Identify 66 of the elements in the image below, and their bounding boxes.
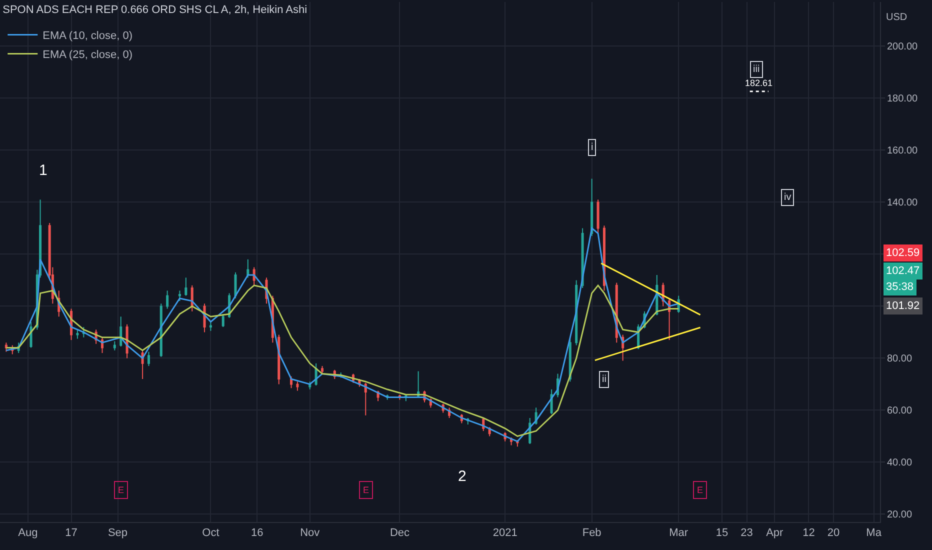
x-tick-label: Sep [108, 527, 128, 540]
annotation: i [591, 142, 594, 153]
candlestick [178, 290, 181, 302]
y-tick-label: 180.00 [887, 94, 918, 105]
candlestick [160, 303, 162, 358]
x-tick-label: 2021 [492, 527, 518, 540]
text: 101.92 [886, 300, 920, 312]
y-tick-label: 80.00 [887, 354, 912, 365]
y-tick-label: 140.00 [887, 198, 918, 209]
x-tick-label: 17 [65, 527, 78, 540]
x-tick-label: 23 [740, 527, 753, 540]
candlestick [596, 199, 600, 234]
x-tick-label: Feb [582, 527, 602, 540]
y-tick-label: 60.00 [887, 406, 912, 417]
text: USD [886, 12, 908, 23]
candlestick [209, 321, 212, 332]
candlestick [222, 314, 224, 328]
annotation: 2 [458, 468, 466, 485]
x-tick-label: Ma [866, 527, 882, 540]
candlestick [166, 290, 169, 310]
annotation: 182.61 [745, 78, 773, 88]
candlestick [120, 316, 122, 347]
candlestick [246, 258, 250, 278]
y-tick-label: 200.00 [887, 42, 918, 53]
x-tick-label: Dec [390, 527, 410, 540]
candlestick [296, 381, 299, 392]
x-tick-label: Mar [669, 527, 688, 540]
x-tick-label: 15 [716, 527, 728, 540]
x-tick-label: Aug [18, 527, 38, 540]
candlestick [234, 272, 237, 299]
x-tick-label: Oct [202, 527, 220, 540]
annotation: E [363, 485, 370, 495]
x-tick-label: 12 [802, 527, 815, 540]
candlestick [113, 340, 116, 351]
annotation: 1 [39, 162, 48, 179]
annotation: ii [602, 374, 606, 385]
y-tick-label: 40.00 [887, 458, 912, 469]
candlestick [147, 351, 150, 366]
annotation: E [118, 485, 124, 495]
chart-title: SPON ADS EACH REP 0.666 ORD SHS CL A, 2h, Heikin Ashi [2, 4, 308, 16]
text: 102.47 [886, 265, 920, 277]
annotation: E [697, 485, 704, 495]
candlestick [30, 321, 32, 348]
legend-label: EMA (25, close, 0) [42, 48, 133, 61]
x-tick-label: Nov [300, 527, 320, 540]
legend-label: EMA (10, close, 0) [42, 30, 133, 42]
x-tick-label: 20 [827, 527, 840, 540]
line-series [5, 227, 680, 442]
candlestick [417, 370, 420, 398]
text: 35:38 [886, 281, 914, 293]
candlestick [184, 277, 188, 296]
candlestick [290, 376, 293, 389]
y-tick-label: 20.00 [887, 510, 912, 521]
candlestick [4, 342, 8, 352]
text: 102.59 [886, 247, 920, 259]
x-tick-label: Apr [766, 527, 784, 540]
line-series [5, 284, 680, 437]
annotation: iv [784, 192, 792, 203]
candlestick [320, 366, 324, 374]
candlestick [190, 284, 194, 312]
candlestick [590, 178, 594, 236]
y-tick-label: 160.00 [887, 146, 918, 157]
candlestick [76, 329, 79, 340]
annotation: iii [753, 64, 760, 75]
x-tick-label: 16 [251, 527, 264, 540]
candlestick [364, 382, 367, 416]
